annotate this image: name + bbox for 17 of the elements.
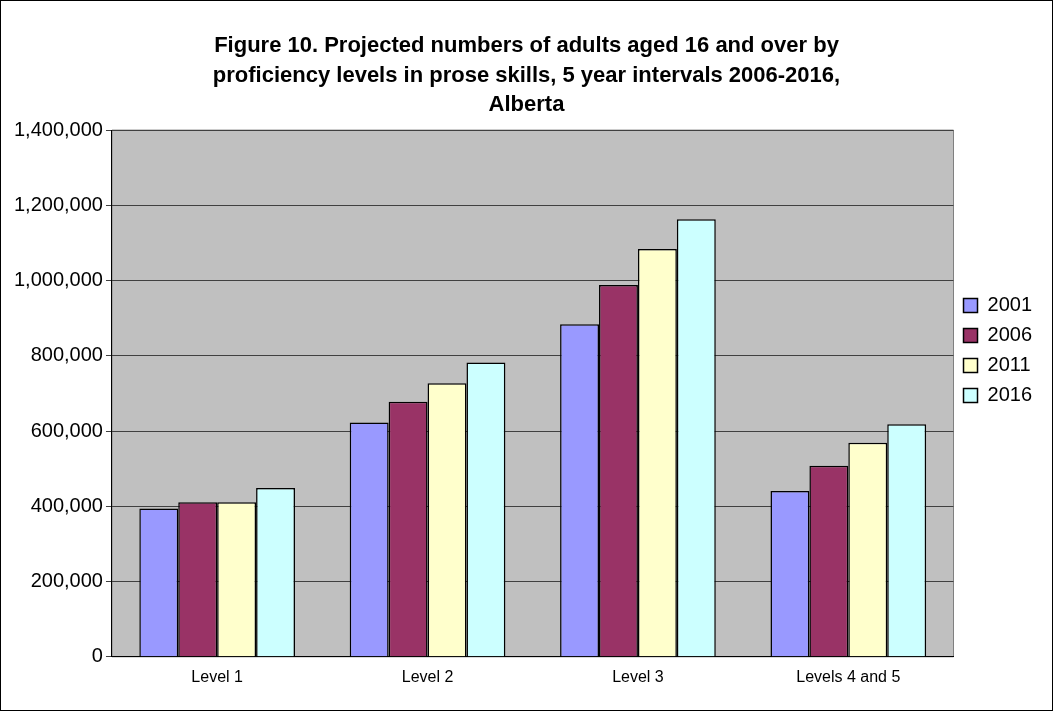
chart-title: Figure 10. Projected numbers of adults aged 16 and over by proficiency levels in prose skills, 5 year intervals 2006-2016, Alberta	[212, 31, 841, 117]
x-tick-label: Levels 4 and 5	[796, 667, 901, 685]
y-tick-label: 1,000,000	[13, 268, 103, 291]
y-tick-label: 0	[91, 644, 103, 667]
x-tick-label: Level 3	[612, 667, 664, 685]
x-tick-label: Level 2	[401, 667, 454, 685]
y-tick-label: 1,200,000	[13, 192, 103, 215]
x-tick-label: Level 1	[191, 667, 244, 685]
y-tick-label: 1,400,000	[13, 117, 103, 140]
legend-label: 2001	[987, 293, 1033, 316]
y-tick-label: 800,000	[30, 343, 103, 366]
legend-label: 2006	[987, 323, 1033, 346]
legend-label: 2011	[987, 353, 1031, 376]
y-tick-label: 200,000	[30, 569, 103, 592]
y-tick-label: 600,000	[30, 418, 103, 441]
y-tick-label: 400,000	[30, 493, 103, 516]
legend-label: 2016	[987, 383, 1033, 406]
